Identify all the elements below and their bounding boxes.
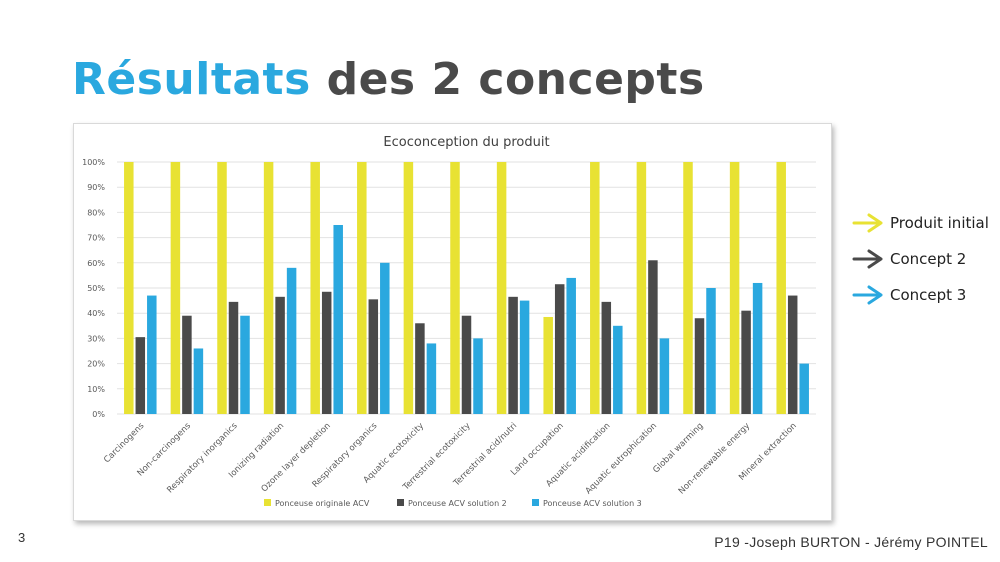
side-legend-item: Concept 2	[852, 241, 989, 277]
slide-title: Résultats des 2 concepts	[72, 58, 705, 102]
x-tick-label: Carcinogens	[102, 421, 147, 466]
bar	[508, 296, 518, 414]
side-legend-label: Produit initial	[890, 214, 989, 232]
bar	[752, 282, 763, 414]
bar	[426, 343, 437, 414]
bar	[473, 338, 483, 414]
bar	[694, 318, 705, 414]
x-tick-label: Global warming	[651, 421, 705, 475]
bar	[787, 295, 798, 414]
legend-swatch	[397, 499, 404, 506]
arrow-right-icon	[852, 213, 883, 233]
legend-swatch	[264, 499, 271, 506]
legend-label: Ponceuse originale ACV	[275, 499, 370, 508]
bar	[228, 301, 239, 414]
bar	[683, 162, 693, 414]
side-legend-label: Concept 3	[890, 286, 967, 304]
chart-title: Ecoconception du produit	[383, 135, 549, 150]
bar	[706, 288, 716, 414]
y-tick-label: 50%	[87, 284, 105, 293]
arrow-right-icon	[852, 285, 883, 305]
y-tick-label: 70%	[87, 234, 105, 243]
y-tick-label: 100%	[82, 158, 105, 167]
bar	[741, 310, 751, 414]
y-tick-label: 30%	[87, 334, 105, 343]
bar	[193, 348, 204, 414]
bar	[776, 162, 786, 414]
arrow-right-icon	[852, 249, 883, 269]
bar	[403, 162, 414, 414]
bar	[368, 299, 379, 414]
bar	[124, 162, 134, 414]
bar	[135, 337, 146, 414]
bar	[321, 291, 332, 414]
side-legend: Produit initial Concept 2 Concept 3	[852, 205, 989, 313]
bar	[333, 225, 343, 414]
bar	[566, 277, 576, 414]
bar	[415, 323, 425, 414]
y-tick-label: 0%	[92, 410, 105, 419]
bar	[613, 325, 623, 414]
bar	[275, 296, 285, 414]
legend-label: Ponceuse ACV solution 2	[408, 499, 507, 508]
y-tick-label: 40%	[87, 309, 105, 318]
y-tick-label: 90%	[87, 183, 105, 192]
bar	[357, 162, 367, 414]
side-legend-item: Produit initial	[852, 205, 989, 241]
y-tick-label: 20%	[87, 360, 105, 369]
bar	[659, 338, 670, 414]
legend-swatch	[532, 499, 539, 506]
bar	[519, 300, 530, 414]
bar	[147, 295, 157, 414]
bar	[799, 363, 809, 414]
bar	[543, 316, 553, 414]
legend-label: Ponceuse ACV solution 3	[543, 499, 642, 508]
page-number: 3	[18, 530, 26, 545]
y-tick-label: 60%	[87, 259, 105, 268]
y-tick-label: 80%	[87, 208, 105, 217]
slide-title-accent: Résultats	[72, 54, 311, 105]
bar	[286, 267, 297, 414]
bar	[554, 284, 565, 414]
side-legend-label: Concept 2	[890, 250, 967, 268]
bar-chart: Ecoconception du produit 0% 10% 20% 30% 40% 50…	[82, 135, 816, 508]
bar	[217, 162, 227, 414]
slide-title-rest: des 2 concepts	[326, 54, 705, 105]
bar	[263, 162, 274, 414]
bar	[461, 315, 472, 414]
bar	[590, 162, 600, 414]
bar	[380, 262, 390, 414]
y-tick-label: 10%	[87, 385, 105, 394]
bar	[450, 162, 460, 414]
bar	[729, 162, 740, 414]
footer-credit: P19 -Joseph BURTON - Jérémy POINTEL	[714, 534, 988, 550]
bar	[636, 162, 647, 414]
chart-panel: Ecoconception du produit 0% 10% 20% 30% 40% 50…	[73, 123, 832, 521]
bar	[170, 162, 181, 414]
bar	[310, 162, 320, 414]
bar	[182, 315, 192, 414]
bar	[496, 162, 507, 414]
bar	[601, 301, 612, 414]
bar	[648, 260, 658, 414]
side-legend-item: Concept 3	[852, 277, 989, 313]
bar	[240, 315, 250, 414]
